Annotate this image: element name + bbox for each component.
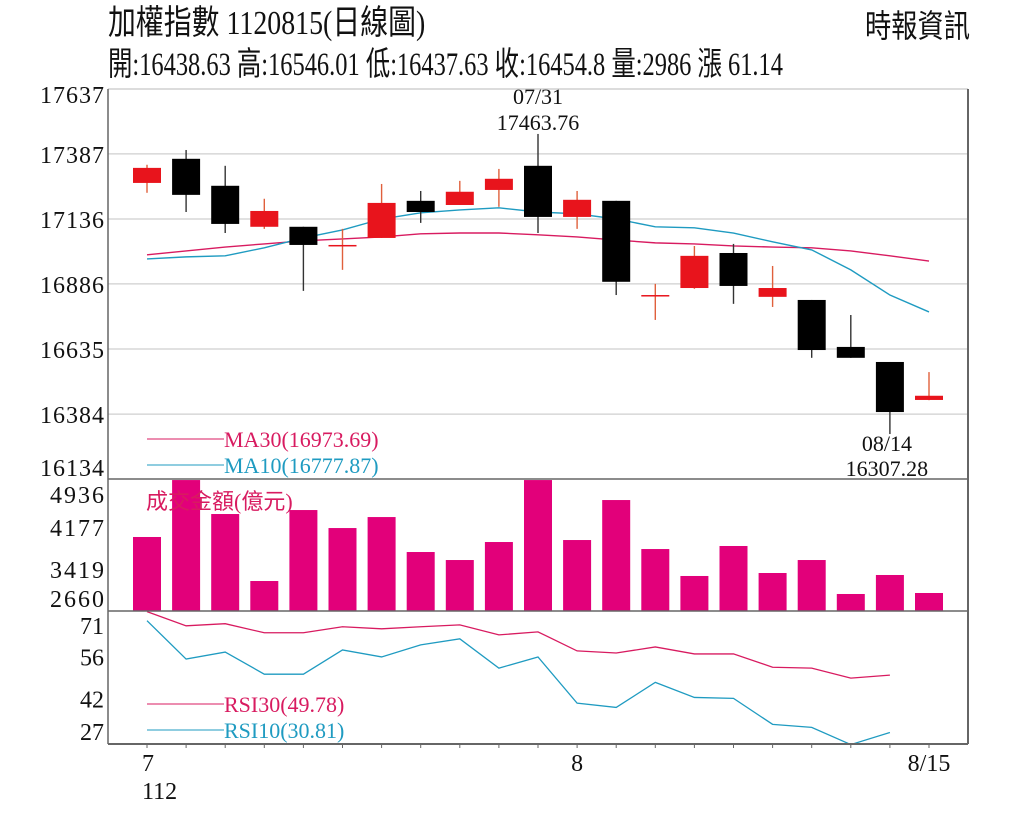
- quote-summary: 開:16438.63 高:16546.01 低:16437.63 收:16454…: [108, 47, 783, 83]
- volume-bar: [211, 514, 240, 611]
- candle-body: [836, 346, 865, 358]
- volume-title: 成交金額(億元): [146, 489, 293, 514]
- volume-bar: [758, 573, 787, 611]
- price-tick-label: 16635: [40, 338, 104, 364]
- candle-body: [406, 200, 435, 212]
- legend-label-rsi10: RSI10(30.81): [224, 718, 344, 743]
- rsi-tick-label: 42: [80, 688, 104, 714]
- price-tick-label: 16886: [40, 273, 104, 299]
- rsi-line-rsi10: [146, 620, 891, 746]
- candle-body: [172, 158, 201, 195]
- volume-bar: [915, 592, 943, 611]
- legend-label-rsi30: RSI30(49.78): [224, 692, 344, 717]
- volume-bar: [406, 552, 435, 611]
- ma-line-ma30: [146, 232, 930, 262]
- candle-body: [680, 255, 709, 289]
- candle-body: [367, 202, 396, 238]
- legend-label-ma30: MA30(16973.69): [224, 427, 379, 452]
- price-tick-label: 17387: [40, 143, 104, 169]
- annotation-date: 07/31: [513, 84, 563, 109]
- price-tick-label: 17637: [40, 83, 104, 109]
- volume-bar: [367, 517, 396, 611]
- volume-bar: [836, 593, 865, 611]
- candle-body: [133, 167, 161, 183]
- price-tick-label: 17136: [40, 208, 104, 234]
- candle-body: [250, 210, 279, 227]
- candle-body: [602, 200, 631, 282]
- candle-body: [797, 299, 826, 351]
- volume-bar: [563, 540, 592, 611]
- candle-body: [758, 288, 787, 297]
- volume-tick-label: 4177: [50, 516, 104, 542]
- chart-title: 加權指數 1120815(日線圖): [108, 5, 426, 42]
- candle-body: [875, 361, 904, 413]
- x-tick-label: 8/15: [908, 751, 951, 777]
- annotation-date: 08/14: [862, 431, 912, 456]
- x-tick-label: 8: [571, 751, 583, 777]
- rsi-line-rsi30: [146, 610, 890, 679]
- candle-body: [915, 395, 943, 400]
- volume-bar: [797, 560, 826, 611]
- volume-bar: [289, 510, 318, 611]
- volume-bar: [133, 536, 161, 611]
- legend-label-ma10: MA10(16777.87): [224, 453, 379, 478]
- rsi-tick-label: 27: [80, 720, 104, 746]
- candle-body: [484, 178, 513, 190]
- volume-tick-label: 3419: [50, 558, 104, 584]
- volume-bar: [524, 480, 552, 611]
- volume-bar: [328, 528, 357, 611]
- volume-tick-label: 2660: [50, 587, 104, 613]
- x-tick-label: 7: [142, 751, 154, 777]
- volume-bar: [445, 560, 474, 611]
- volume-bar: [680, 575, 709, 611]
- candle-body: [524, 165, 552, 217]
- candle-body: [211, 185, 240, 224]
- price-tick-label: 16134: [40, 456, 104, 482]
- candle-body: [328, 244, 357, 247]
- candle-body: [563, 199, 592, 217]
- rsi-tick-label: 56: [80, 645, 104, 671]
- annotation-value: 17463.76: [497, 110, 580, 135]
- candle-body: [641, 295, 670, 297]
- volume-bar: [719, 545, 748, 611]
- volume-bar: [484, 542, 513, 611]
- volume-bar: [250, 581, 279, 611]
- volume-bar: [172, 480, 201, 611]
- volume-bar: [875, 574, 904, 611]
- x-tick-sublabel: 112: [142, 779, 177, 805]
- volume-bar: [641, 549, 670, 611]
- volume-tick-label: 4936: [50, 483, 104, 509]
- source-label: 時報資訊: [865, 8, 970, 44]
- candle-body: [289, 226, 318, 245]
- candle-body: [719, 252, 748, 286]
- price-tick-label: 16384: [40, 403, 104, 429]
- annotation-value: 16307.28: [846, 456, 929, 481]
- rsi-tick-label: 71: [80, 614, 104, 640]
- candle-body: [445, 191, 474, 205]
- volume-bar: [602, 500, 631, 611]
